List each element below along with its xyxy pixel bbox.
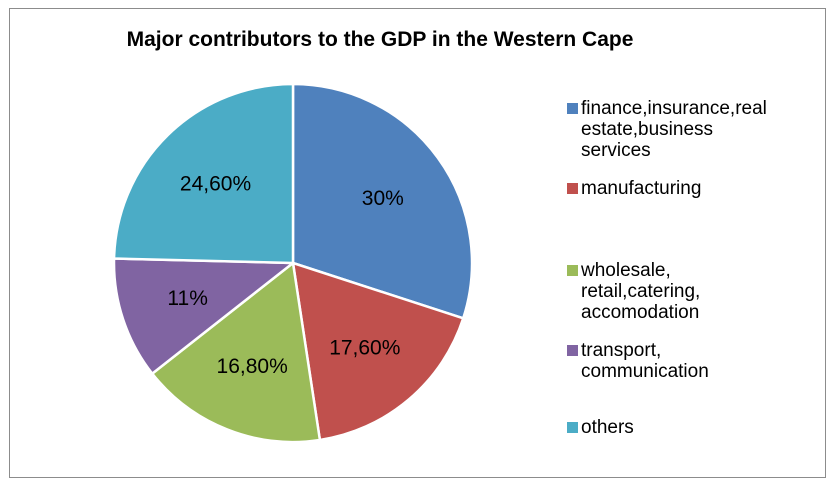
slice-data-label-0: 30%	[362, 187, 404, 210]
legend-label-line: others	[581, 417, 634, 438]
legend-swatch-4	[567, 422, 578, 433]
slice-data-label-1: 17,60%	[329, 337, 400, 360]
slice-data-label-2: 16,80%	[217, 355, 288, 378]
legend-swatch-2	[567, 265, 578, 276]
legend-entry-4: others	[567, 417, 634, 438]
legend-swatch-0	[567, 103, 578, 114]
legend-label-line: communication	[581, 361, 709, 382]
legend-label-line: transport,	[581, 340, 662, 361]
slice-data-label-3: 11%	[167, 287, 207, 310]
legend-label-line: wholesale,	[581, 260, 671, 281]
legend-label-3: transport, communication	[581, 340, 709, 382]
legend-entry-3: transport, communication	[567, 340, 709, 382]
slice-data-label-4: 24,60%	[180, 173, 251, 196]
legend-label-line: finance,insurance,real	[581, 98, 767, 119]
legend-label-4: others	[581, 417, 634, 438]
pie-slice-1	[291, 261, 465, 442]
pie-slice-2	[151, 261, 322, 444]
legend-label-line: services	[581, 140, 651, 161]
legend-entry-0: finance,insurance,real estate,business ser…	[567, 98, 767, 161]
chart-title: Major contributors to the GDP in the Wes…	[126, 28, 634, 51]
legend-label-0: finance,insurance,real estate,business ser…	[581, 98, 767, 161]
legend-label-2: wholesale, retail,catering, accomodation	[581, 260, 700, 323]
legend-swatch-1	[567, 183, 578, 194]
legend-swatch-3	[567, 345, 578, 356]
legend-entry-1: manufacturing	[567, 178, 701, 199]
legend-label-line: retail,catering,	[581, 281, 701, 302]
pie-slice-4	[112, 82, 295, 265]
pie-slice-3	[112, 257, 295, 375]
legend-label-line: accomodation	[581, 302, 700, 323]
legend-label-1: manufacturing	[581, 178, 701, 199]
legend-entry-2: wholesale, retail,catering, accomodation	[567, 260, 700, 323]
legend-label-line: estate,business	[581, 119, 714, 140]
pie-slice-0	[291, 82, 474, 320]
legend-label-line: manufacturing	[581, 178, 702, 199]
